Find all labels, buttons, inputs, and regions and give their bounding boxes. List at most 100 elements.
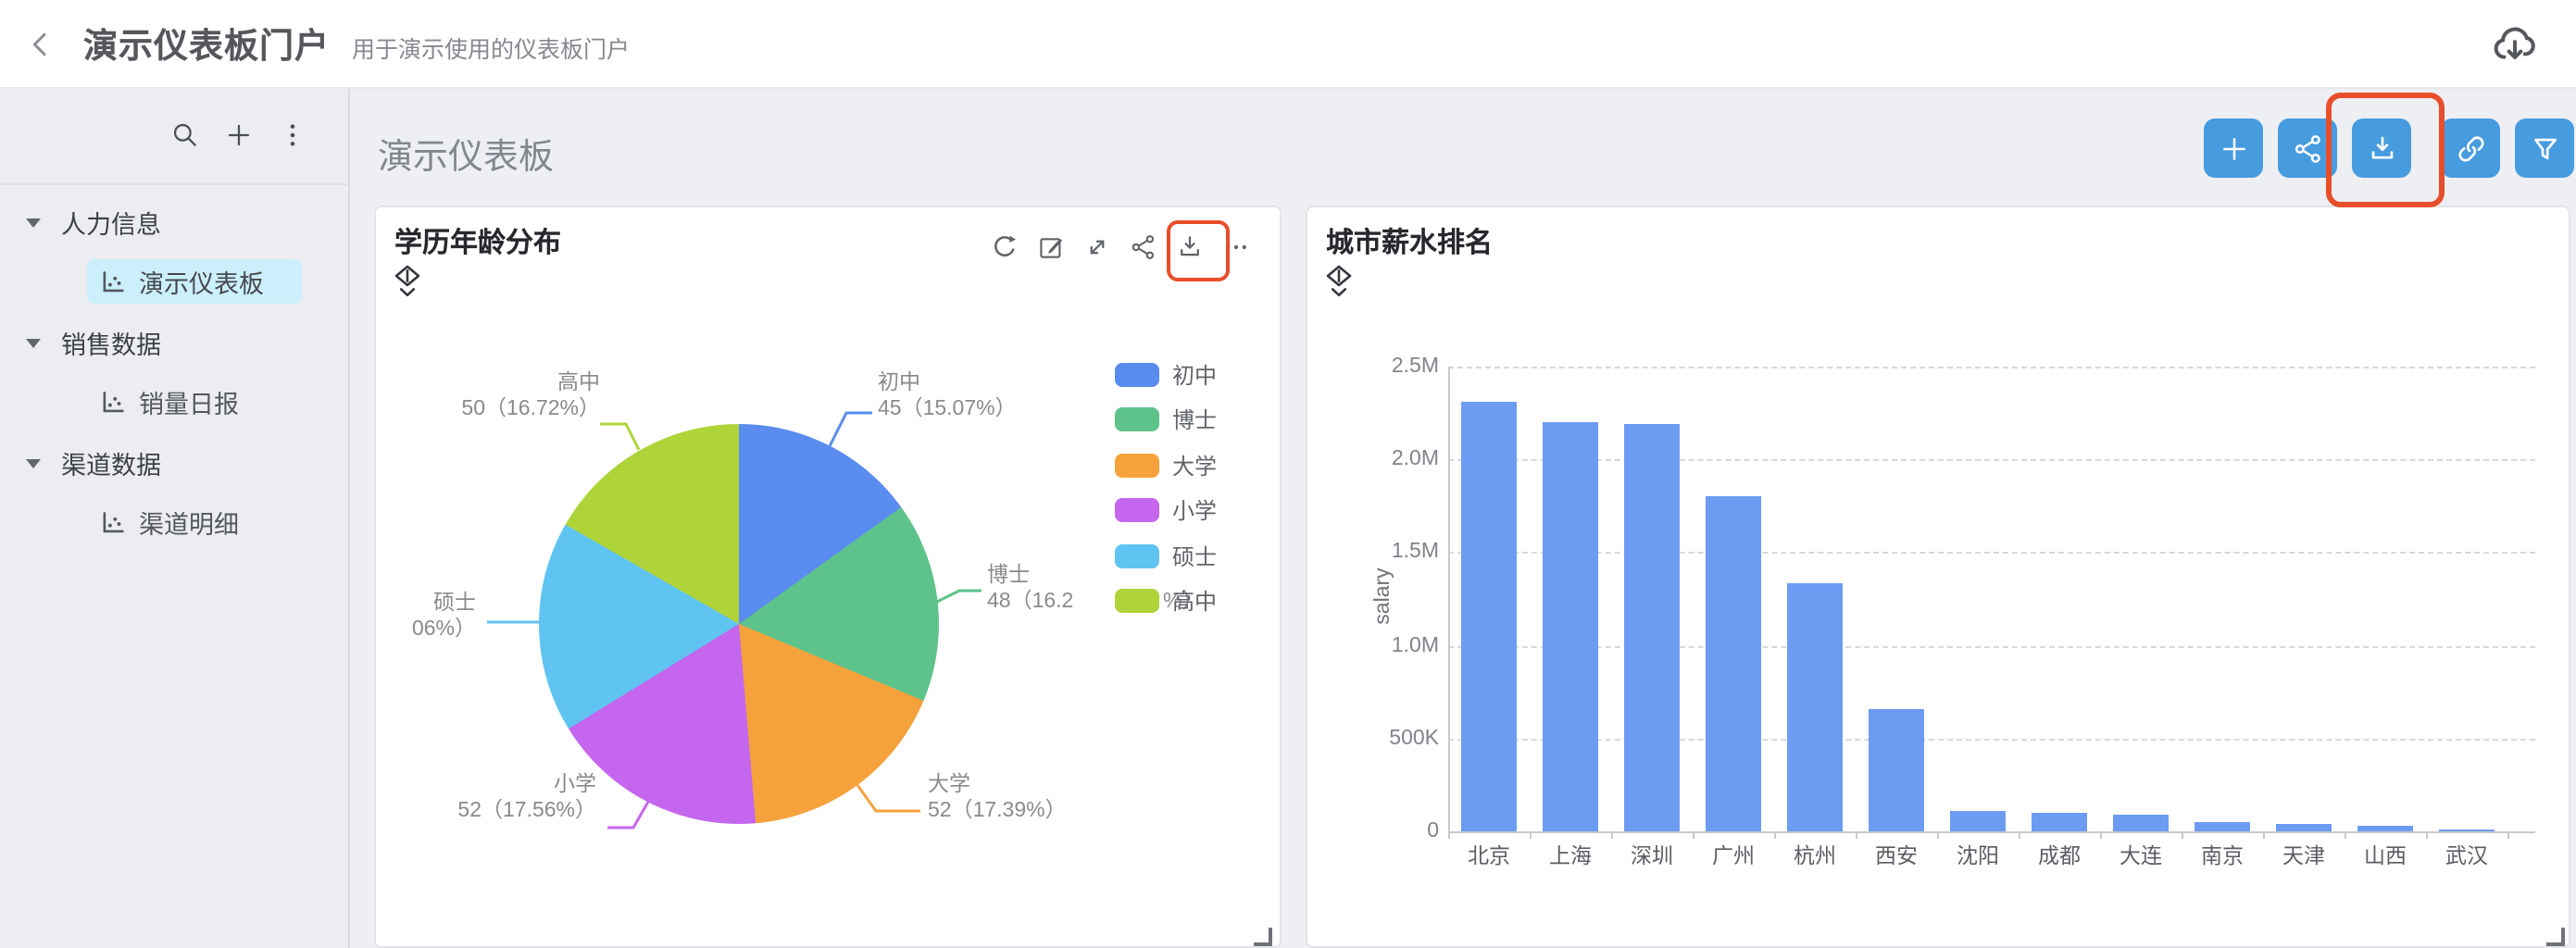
add-icon[interactable] xyxy=(224,120,254,150)
drill-icon[interactable] xyxy=(394,265,420,298)
share-icon[interactable] xyxy=(1130,233,1157,261)
expand-icon[interactable] xyxy=(1083,233,1111,261)
refresh-icon[interactable] xyxy=(991,233,1019,261)
bar-天津[interactable] xyxy=(2276,823,2332,831)
edit-icon[interactable] xyxy=(1037,233,1065,261)
caret-down-icon xyxy=(26,458,41,468)
sidebar-item[interactable]: 销量日报 xyxy=(0,378,348,426)
bar-plot: salary 2.5M 2.0M 1.5M 1.0M 500K 0 北京 上海 深圳 广州 杭州 西安… xyxy=(1307,207,2569,946)
y-tick-label: 1.0M xyxy=(1391,634,1439,657)
pie-label-gaozhong: 高中 50（16.72%） xyxy=(461,372,600,420)
back-button[interactable] xyxy=(26,29,56,58)
bar-西安[interactable] xyxy=(1869,708,1924,831)
chart-card-bar: 城市薪水排名 salary 2.5M 2.0M 1.5M 1.0M 500K 0 北京 上海 深… xyxy=(1306,206,2570,948)
sidebar-group[interactable]: 渠道数据 xyxy=(0,439,348,487)
cloud-download-icon xyxy=(2494,27,2535,59)
x-axis-tick xyxy=(2345,831,2346,839)
x-axis-tick xyxy=(2019,831,2020,839)
add-view-button[interactable] xyxy=(2204,118,2263,178)
bar-大连[interactable] xyxy=(2113,814,2169,831)
x-tick-label: 天津 xyxy=(2282,846,2325,868)
bar-广州[interactable] xyxy=(1706,496,1761,831)
page-subtitle: 用于演示使用的仪表板门户 xyxy=(352,36,631,62)
pie-label-boshi: 博士 48（16.2 xyxy=(987,565,1074,613)
chart-icon xyxy=(100,510,124,534)
pie-label-chuzhong: 初中 45（15.07%） xyxy=(878,372,1017,420)
bar-上海[interactable] xyxy=(1543,422,1598,831)
sidebar-item[interactable]: 渠道明细 xyxy=(0,498,348,546)
bar-南京[interactable] xyxy=(2195,822,2250,831)
sidebar-toolbar xyxy=(0,87,348,185)
bar-深圳[interactable] xyxy=(1624,424,1680,831)
legend-swatch xyxy=(1115,543,1159,568)
legend-item[interactable]: 高中 xyxy=(1115,585,1217,617)
bar-北京[interactable] xyxy=(1461,402,1517,831)
page-title: 演示仪表板门户 xyxy=(83,25,331,64)
filter-icon xyxy=(2533,137,2556,159)
chevron-left-icon xyxy=(32,31,46,56)
pie-label-xiaoxue: 小学 52（17.56%） xyxy=(457,774,596,822)
x-tick-label: 深圳 xyxy=(1631,846,1673,868)
bar-成都[interactable] xyxy=(2032,812,2087,831)
x-axis-tick xyxy=(1611,831,1613,839)
legend-item[interactable]: 小学 xyxy=(1115,494,1217,526)
share-button[interactable] xyxy=(2278,118,2337,178)
y-tick-label: 1.5M xyxy=(1391,541,1439,564)
legend-swatch xyxy=(1115,589,1159,613)
bar-沈阳[interactable] xyxy=(1950,811,2006,831)
x-tick-label: 杭州 xyxy=(1794,846,1836,868)
legend-swatch xyxy=(1115,498,1159,523)
bar-武汉[interactable] xyxy=(2439,829,2495,831)
chart-icon xyxy=(100,390,124,414)
more-horizontal-icon[interactable] xyxy=(1222,233,1250,261)
bar-山西[interactable] xyxy=(2357,826,2413,831)
caret-down-icon xyxy=(26,338,41,347)
filter-button[interactable] xyxy=(2515,118,2574,178)
gridline xyxy=(1448,367,2535,368)
chart-icon xyxy=(100,269,124,293)
x-axis-line xyxy=(1448,831,2535,833)
x-axis-tick xyxy=(1937,831,1939,839)
sidebar-group[interactable]: 人力信息 xyxy=(0,198,348,246)
legend-swatch xyxy=(1115,407,1159,432)
legend-label: 博士 xyxy=(1172,407,1218,434)
x-tick-label: 山西 xyxy=(2364,846,2407,868)
legend-label: 小学 xyxy=(1172,498,1218,525)
link-icon xyxy=(2457,135,2483,161)
drill-icon[interactable] xyxy=(1326,265,1352,298)
resize-handle[interactable] xyxy=(2546,928,2565,946)
y-tick-label: 0 xyxy=(1427,820,1439,842)
resize-handle[interactable] xyxy=(1254,928,1272,946)
sidebar-item[interactable]: 演示仪表板 xyxy=(0,257,348,306)
legend-item[interactable]: 博士 xyxy=(1115,405,1217,436)
pie-label-daxue: 大学 52（17.39%） xyxy=(928,774,1067,822)
legend-item[interactable]: 硕士 xyxy=(1115,540,1217,571)
gridline xyxy=(1448,738,2535,741)
chart-title: 城市薪水排名 xyxy=(1326,228,1494,259)
x-tick-label: 上海 xyxy=(1549,846,1592,868)
pie-label-shuoshi: 硕士 06%） xyxy=(411,592,476,641)
sidebar-group[interactable]: 销售数据 xyxy=(0,318,348,367)
x-axis-tick xyxy=(1448,831,1450,839)
more-vertical-icon[interactable] xyxy=(278,120,307,150)
legend-label: 大学 xyxy=(1172,453,1218,480)
pie[interactable] xyxy=(539,424,939,824)
download-icon[interactable] xyxy=(1176,233,1204,261)
legend-item[interactable]: 大学 xyxy=(1115,450,1217,481)
legend-swatch xyxy=(1115,363,1159,387)
search-icon[interactable] xyxy=(170,120,200,150)
app-header: 演示仪表板门户 用于演示使用的仪表板门户 xyxy=(0,0,2576,89)
link-button[interactable] xyxy=(2441,118,2500,178)
gridline xyxy=(1448,552,2535,555)
x-tick-label: 成都 xyxy=(2038,846,2081,868)
download-button[interactable] xyxy=(2352,118,2411,178)
x-tick-label: 武汉 xyxy=(2445,846,2488,868)
x-tick-label: 沈阳 xyxy=(1957,846,1999,868)
x-axis-tick xyxy=(1693,831,1694,839)
chart-title: 学历年龄分布 xyxy=(394,228,562,259)
legend-item[interactable]: 初中 xyxy=(1115,359,1217,391)
main-area: 演示仪表板 学历年龄分布 xyxy=(350,87,2576,948)
bar-杭州[interactable] xyxy=(1787,583,1843,831)
cloud-download-button[interactable] xyxy=(2491,22,2539,65)
